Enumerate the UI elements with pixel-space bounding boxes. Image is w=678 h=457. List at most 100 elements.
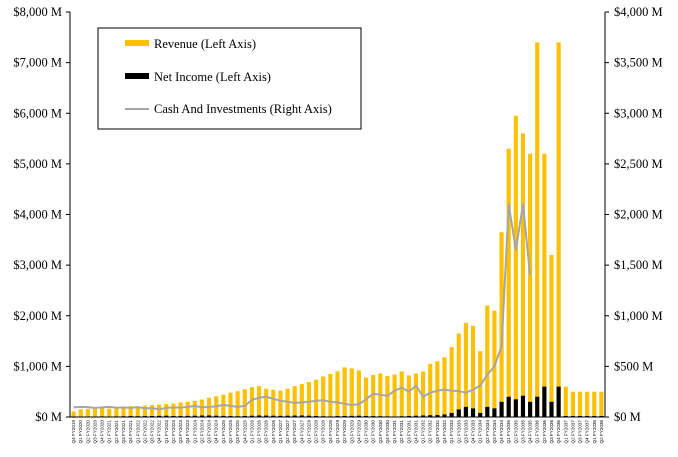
right-tick-label: $500 M — [614, 359, 653, 373]
x-tick-label: Q1 FY2024 — [192, 420, 197, 444]
net-income-bar — [214, 415, 219, 417]
x-tick-label: Q2 FY2023 — [171, 420, 176, 444]
x-tick-label: Q4 FY2036 — [556, 420, 561, 444]
net-income-bars — [71, 386, 604, 418]
x-tick-label: Q2 FY2032 — [428, 420, 433, 444]
revenue-bar — [185, 401, 190, 417]
revenue-bar — [128, 406, 133, 417]
revenue-bar — [256, 386, 262, 417]
revenue-bar — [264, 388, 269, 417]
revenue-bar — [142, 405, 147, 417]
right-axis-ticks: $0 M $500 M $1,000 M $1,500 M $2,000 M $2,500… — [605, 5, 663, 424]
net-income-bar — [563, 415, 568, 417]
revenue-bar — [570, 391, 575, 417]
x-tick-label: Q1 FY2021 — [107, 420, 112, 444]
net-income-bar — [249, 415, 254, 417]
revenue-bar — [428, 363, 433, 417]
revenue-bar — [249, 387, 254, 417]
x-tick-label: Q3 FY2026 — [264, 420, 269, 444]
x-tick-label: Q2 FY2036 — [542, 420, 547, 444]
x-tick-label: Q3 FY2035 — [520, 420, 525, 444]
revenue-bar — [435, 361, 440, 417]
x-tick-label: Q4 FY2021 — [128, 420, 133, 444]
net-income-bar — [292, 415, 297, 417]
net-income-bar — [435, 414, 440, 417]
revenue-bar — [421, 371, 426, 417]
revenue-bar — [413, 373, 419, 417]
net-income-bar — [556, 386, 561, 418]
x-tick-label: Q4 FY2024 — [214, 420, 219, 444]
net-income-bar — [242, 415, 247, 417]
revenue-bar — [157, 404, 162, 417]
revenue-bar — [178, 402, 183, 417]
x-tick-label: Q2 FY2027 — [285, 420, 290, 444]
cash-line — [73, 203, 532, 411]
net-income-bar — [306, 415, 312, 417]
x-tick-label: Q4 FY2028 — [328, 420, 333, 444]
revenue-bar — [306, 382, 312, 417]
revenue-bar — [520, 133, 526, 417]
x-tick-label: Q2 FY2031 — [399, 420, 404, 444]
x-tick-label: Q4 FY2022 — [157, 420, 162, 444]
net-income-bar — [406, 415, 411, 417]
x-tick-label: Q4 FY2034 — [499, 420, 504, 444]
x-tick-label: Q3 FY2025 — [235, 420, 240, 444]
net-income-bar — [485, 406, 490, 418]
net-income-bar — [535, 396, 540, 417]
x-tick-label: Q3 FY2020 — [92, 420, 97, 444]
revenue-bar — [528, 153, 533, 417]
revenue-bar — [321, 376, 326, 417]
x-tick-label: Q1 FY2030 — [364, 420, 369, 444]
x-tick-label: Q3 FY2027 — [292, 420, 297, 444]
x-tick-label: Q4 FY2027 — [299, 420, 304, 444]
net-income-bar — [264, 415, 269, 417]
revenue-bar — [470, 325, 476, 418]
revenue-bar — [235, 391, 240, 417]
net-income-bar — [164, 415, 169, 417]
net-income-bar — [356, 415, 361, 417]
net-income-bar — [299, 415, 304, 417]
net-income-bar — [349, 415, 354, 417]
x-tick-label: Q3 FY2024 — [207, 420, 212, 444]
revenue-bar — [314, 379, 319, 417]
revenue-bar — [149, 405, 155, 417]
x-tick-label: Q2 FY2034 — [485, 420, 490, 444]
net-income-bar — [271, 415, 276, 417]
left-axis-ticks: $0 M $1,000 M $2,000 M $3,000 M $4,000 M $5,0… — [13, 5, 70, 424]
x-tick-label: Q1 FY2023 — [164, 420, 169, 444]
x-tick-label: Q3 FY2034 — [492, 420, 497, 444]
revenue-bar — [114, 407, 119, 417]
revenue-bar — [107, 408, 112, 417]
revenue-bar — [242, 389, 247, 417]
x-tick-label: Q2 FY2022 — [142, 420, 147, 444]
x-tick-label: Q3 FY2021 — [121, 420, 126, 444]
net-income-bar — [528, 401, 533, 417]
legend-swatch-revenue — [125, 40, 149, 46]
net-income-bar — [463, 406, 468, 418]
right-tick-label: $1,500 M — [614, 258, 663, 272]
left-tick-label: $6,000 M — [13, 106, 62, 120]
x-tick-label: Q4 FY2026 — [271, 420, 276, 444]
revenue-bars — [71, 42, 604, 418]
right-tick-label: $4,000 M — [614, 5, 663, 19]
revenue-bar — [556, 42, 561, 418]
net-income-bar — [149, 415, 155, 417]
net-income-bar — [570, 415, 575, 417]
x-tick-label: Q2 FY2024 — [199, 420, 204, 444]
net-income-bar — [449, 412, 454, 417]
legend-label-cash: Cash And Investments (Right Axis) — [154, 102, 332, 116]
x-tick-label: Q4 FY2032 — [442, 420, 447, 444]
revenue-bar — [285, 388, 290, 417]
net-income-bar — [428, 415, 433, 417]
legend-label-revenue: Revenue (Left Axis) — [154, 37, 256, 51]
x-tick-label: Q3 FY2030 — [378, 420, 383, 444]
revenue-bar — [506, 148, 511, 417]
x-tick-label: Q1 FY2027 — [278, 420, 283, 444]
x-axis-ticks: Q4 FY2019 Q1 FY2020 Q2 FY2020 Q3 FY2020 Q4 F… — [71, 420, 604, 444]
x-tick-label: Q1 FY2022 — [135, 420, 140, 444]
left-tick-label: $8,000 M — [13, 5, 62, 19]
x-tick-label: Q1 FY2026 — [249, 420, 254, 444]
x-tick-label: Q4 FY2023 — [185, 420, 190, 444]
revenue-bar — [585, 391, 590, 417]
net-income-bar — [363, 415, 369, 417]
